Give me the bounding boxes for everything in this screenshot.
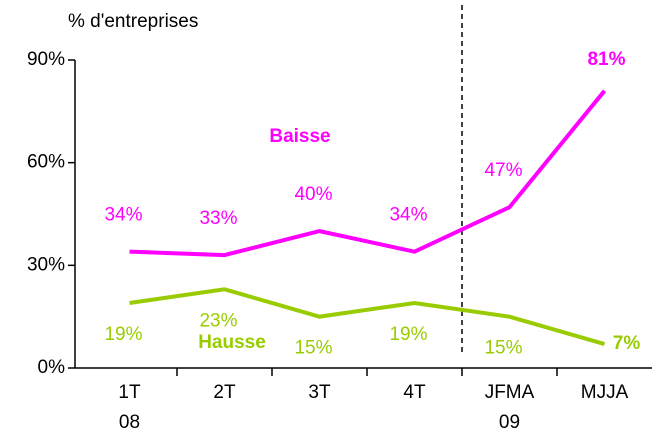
data-label: 23%: [199, 310, 237, 331]
data-label: 34%: [104, 205, 142, 226]
legend-label: Baisse: [269, 126, 330, 147]
x-tick-label: MJJA: [580, 382, 629, 403]
y-tick-label: 30%: [27, 254, 65, 275]
x-tick-label: 4T: [403, 382, 426, 403]
data-label: 15%: [484, 338, 522, 359]
data-label: 40%: [294, 184, 332, 205]
series-line: [129, 89, 607, 258]
data-label: 19%: [104, 324, 142, 345]
data-label: 15%: [294, 338, 332, 359]
data-label: 33%: [199, 208, 237, 229]
x-tick-label: 2T: [213, 382, 236, 403]
y-axis-label: % d'entreprises: [68, 11, 198, 32]
y-tick-label: 90%: [27, 49, 65, 70]
data-label: 81%: [587, 49, 625, 70]
y-tick-label: 60%: [27, 152, 65, 173]
data-label: 7%: [613, 333, 641, 354]
data-label: 34%: [389, 205, 427, 226]
x-tick-label: 3T: [308, 382, 331, 403]
series-line: [129, 287, 606, 346]
data-label: 19%: [389, 324, 427, 345]
x-tick-label: 1T 08: [118, 382, 141, 433]
y-tick-label: 0%: [38, 357, 66, 378]
legend-label: Hausse: [198, 332, 266, 353]
data-label: 47%: [484, 160, 522, 181]
x-tick-label: JFMA 09: [484, 382, 535, 433]
